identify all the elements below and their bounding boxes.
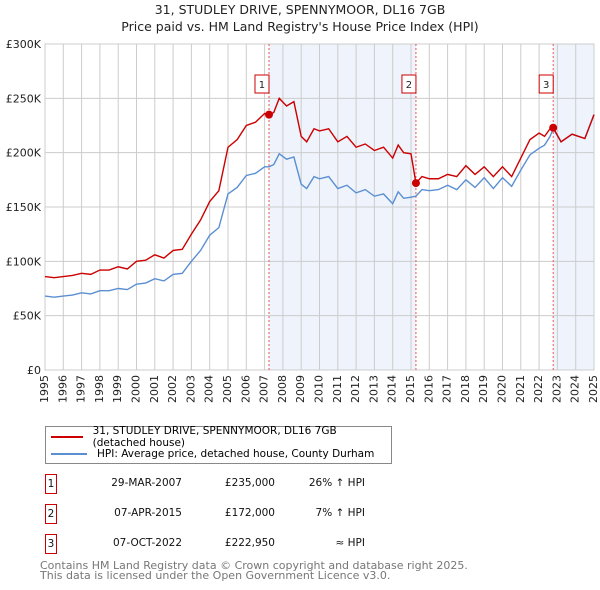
legend-swatch-red	[51, 436, 83, 438]
legend-swatch-blue	[51, 453, 87, 455]
sale-hpi-diff: 26% ↑ HPI	[308, 477, 365, 489]
y-tick-label: £250K	[6, 92, 42, 105]
x-tick-label: 2005	[221, 375, 234, 403]
plot-area: 1995 1996 1997 1998 1999 2000 2001 2002 2003 2004…	[6, 38, 600, 403]
y-tick-label: £100K	[6, 255, 42, 268]
y-tick-label: £200K	[6, 147, 42, 160]
x-tick-label: 2001	[148, 375, 161, 403]
legend-item-property: 31, STUDLEY DRIVE, SPENNYMOOR, DL16 7GB …	[46, 425, 391, 449]
price-paid-line	[44, 97, 595, 279]
x-tick-label: 2008	[276, 375, 289, 403]
x-tick-label: 1997	[75, 375, 88, 403]
x-tick-label: 2010	[313, 375, 326, 403]
x-tick-label: 2000	[130, 375, 143, 403]
sale-badge: 3	[45, 534, 57, 554]
x-tick-label: 2017	[441, 375, 454, 403]
plot-border	[44, 43, 595, 371]
sale-price: £172,000	[224, 507, 275, 519]
legend-label: 31, STUDLEY DRIVE, SPENNYMOOR, DL16 7GB …	[92, 425, 337, 449]
sale-date: 29-MAR-2007	[111, 477, 182, 489]
x-tick-label: 2016	[422, 375, 435, 403]
y-tick-label: £150K	[6, 201, 42, 214]
y-tick-label: £300K	[6, 38, 42, 51]
legend: 31, STUDLEY DRIVE, SPENNYMOOR, DL16 7GB …	[45, 425, 392, 464]
x-tick-label: 2013	[367, 375, 380, 403]
x-tick-label: 2015	[404, 375, 417, 403]
sale-badge: 2	[45, 504, 57, 524]
sale-point	[264, 110, 273, 119]
x-tick-label: 1998	[93, 375, 106, 403]
annotation-badge	[254, 74, 270, 94]
x-tick-label: 1995	[38, 375, 51, 403]
x-tick-label: 2021	[514, 375, 527, 403]
chart-title: 31, STUDLEY DRIVE, SPENNYMOOR, DL16 7GB	[154, 2, 446, 17]
x-tick-label: 2004	[203, 375, 216, 403]
x-tick-label: 1996	[56, 375, 69, 403]
sale-point	[549, 123, 558, 132]
chart-subtitle: Price paid vs. HM Land Registry's House …	[121, 19, 479, 34]
footer: Contains HM Land Registry data © Crown c…	[40, 559, 468, 582]
x-tick-label: 1999	[111, 375, 124, 403]
x-tick-label: 2020	[496, 375, 509, 403]
x-tick-label: 2025	[587, 375, 600, 403]
annotation-label: 3	[543, 80, 549, 91]
legend-item-hpi: HPI: Average price, detached house, Coun…	[46, 446, 374, 462]
sale-price: £222,950	[224, 537, 275, 549]
hpi-line	[44, 114, 595, 298]
sale-badge: 1	[45, 474, 57, 494]
x-tick-label: 2011	[331, 375, 344, 403]
x-tick-label: 2006	[239, 375, 252, 403]
annotation-badge	[538, 74, 554, 94]
legend-label: HPI: Average price, detached house, Coun…	[97, 448, 375, 460]
x-tick-label: 2003	[184, 375, 197, 403]
x-tick-label: 2023	[550, 375, 563, 403]
annotation-badge	[401, 74, 417, 94]
x-tick-label: 2007	[258, 375, 271, 403]
x-tick-label: 2024	[569, 375, 582, 403]
y-tick-label: £0	[27, 364, 41, 377]
annotation-label: 1	[259, 80, 265, 91]
sale-point	[411, 179, 420, 188]
x-tick-label: 2012	[349, 375, 362, 403]
x-tick-label: 2014	[386, 375, 399, 403]
x-tick-label: 2009	[294, 375, 307, 403]
x-tick-label: 2018	[459, 375, 472, 403]
x-tick-label: 2002	[166, 375, 179, 403]
x-tick-label: 2019	[477, 375, 490, 403]
x-tick-label: 2022	[532, 375, 545, 403]
footer-line: This data is licensed under the Open Gov…	[40, 569, 391, 582]
sale-hpi-diff: 7% ↑ HPI	[315, 507, 365, 519]
sale-price: £235,000	[224, 477, 275, 489]
sale-hpi-diff: ≈ HPI	[335, 537, 365, 549]
annotation-label: 2	[406, 80, 412, 91]
sale-date: 07-OCT-2022	[113, 537, 182, 549]
y-tick-label: £50K	[13, 310, 42, 323]
sale-date: 07-APR-2015	[114, 507, 182, 519]
footer-line: Contains HM Land Registry data © Crown c…	[40, 559, 468, 572]
